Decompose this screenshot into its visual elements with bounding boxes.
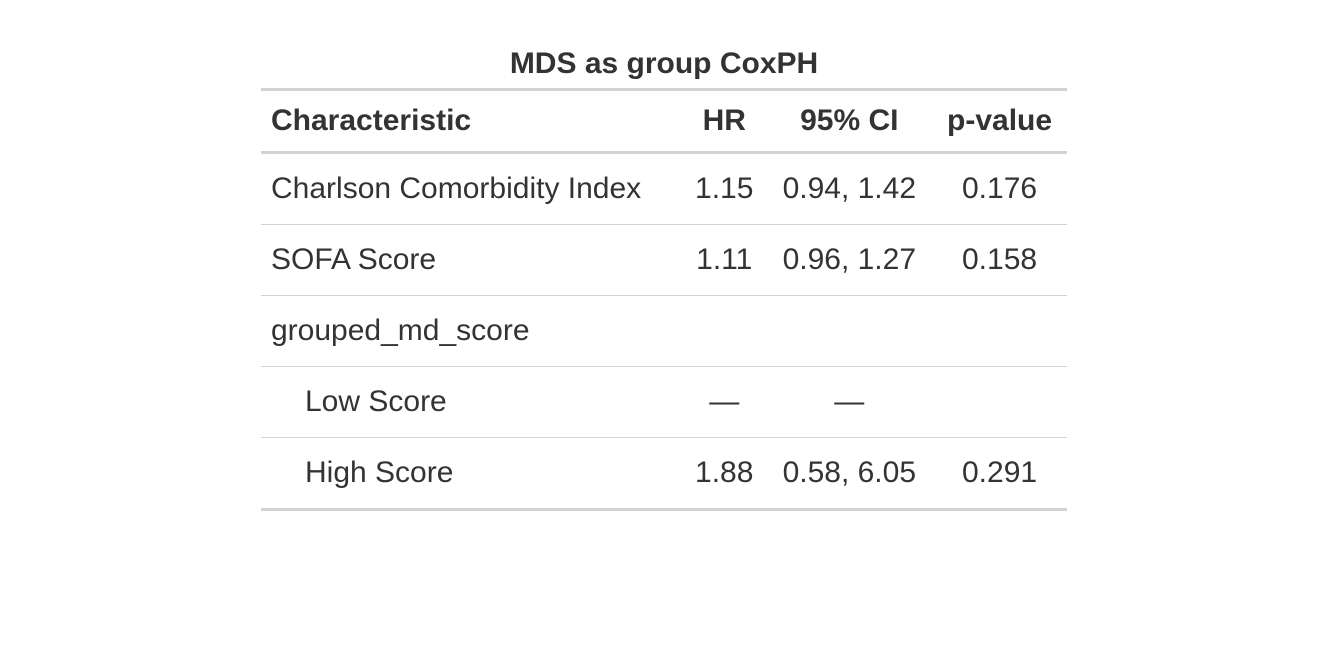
row-hr: 1.15 xyxy=(695,172,754,205)
row-hr: — xyxy=(681,366,767,438)
table-title: MDS as group CoxPH xyxy=(509,47,819,80)
header-characteristic: Characteristic xyxy=(261,89,682,154)
row-p-value xyxy=(932,366,1067,438)
header-row: Characteristic HR 95% CI p-value xyxy=(261,89,1067,154)
row-p-value: 0.158 xyxy=(932,224,1067,296)
row-ci: 0.96, 1.27 xyxy=(766,224,933,296)
header-ci: 95% CI xyxy=(766,89,933,154)
row-hr xyxy=(681,295,767,367)
row-ci: — xyxy=(766,366,933,438)
row-p-value: 0.291 xyxy=(932,437,1067,510)
table-row: Charlson Comorbidity Index 1.15 0.94, 1.… xyxy=(261,153,1067,225)
header-p-value: p-value xyxy=(932,89,1067,154)
row-label: Charlson Comorbidity Index xyxy=(271,172,642,205)
row-ci xyxy=(766,295,933,367)
table-row: grouped_md_score xyxy=(261,295,1067,367)
header-hr: HR xyxy=(681,89,767,154)
row-p-value: 0.176 xyxy=(962,172,1038,205)
row-label: grouped_md_score xyxy=(261,295,682,367)
row-hr: 1.88 xyxy=(681,437,767,510)
row-p-value xyxy=(932,295,1067,367)
table-row: High Score 1.88 0.58, 6.05 0.291 xyxy=(261,437,1067,510)
row-ci: 0.94, 1.42 xyxy=(782,172,917,205)
row-hr: 1.11 xyxy=(681,224,767,296)
table-row: Low Score — — xyxy=(261,366,1067,438)
regression-table: MDS as group CoxPH Characteristic HR 95%… xyxy=(261,40,1067,511)
row-label: High Score xyxy=(261,437,682,510)
row-label: SOFA Score xyxy=(261,224,682,296)
row-label: Low Score xyxy=(261,366,682,438)
results-table: Characteristic HR 95% CI p-value Charlso… xyxy=(261,88,1067,511)
table-row: SOFA Score 1.11 0.96, 1.27 0.158 xyxy=(261,224,1067,296)
row-ci: 0.58, 6.05 xyxy=(766,437,933,510)
